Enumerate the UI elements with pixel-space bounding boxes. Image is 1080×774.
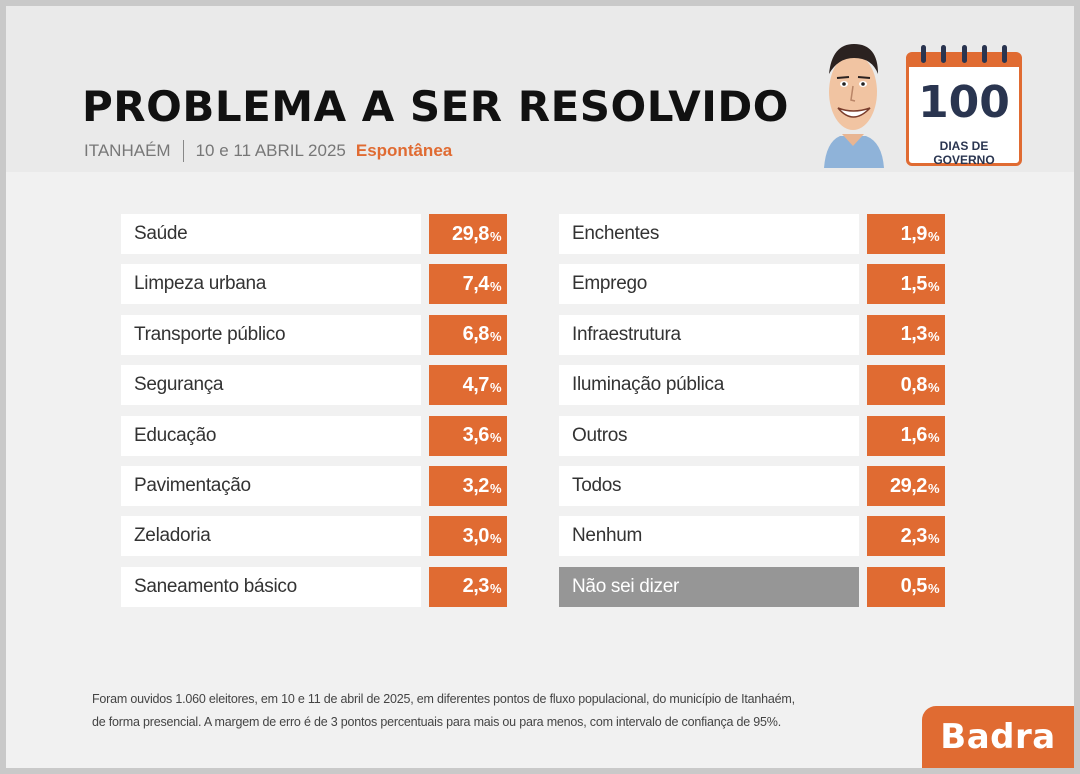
result-row: Zeladoria 3,0% bbox=[121, 516, 507, 557]
result-label: Nenhum bbox=[559, 516, 859, 557]
methodology-note: Foram ouvidos 1.060 eleitores, em 10 e 1… bbox=[92, 688, 892, 734]
result-row: Educação 3,6% bbox=[121, 415, 507, 456]
result-value: 2,3% bbox=[867, 516, 945, 557]
result-row: Transporte público 6,8% bbox=[121, 314, 507, 355]
result-value-unit: % bbox=[927, 379, 940, 395]
result-value: 29,8% bbox=[429, 214, 507, 254]
divider bbox=[182, 140, 184, 162]
result-label: Educação bbox=[121, 415, 421, 456]
result-value-number: 7,4 bbox=[462, 272, 490, 295]
result-value-number: 0,5 bbox=[900, 575, 928, 598]
result-value-unit: % bbox=[489, 329, 502, 345]
calendar-number: 100 bbox=[918, 77, 1010, 128]
brand-logo: Badra bbox=[922, 706, 1074, 768]
result-row: Saneamento básico 2,3% bbox=[121, 566, 507, 607]
result-label: Pavimentação bbox=[121, 466, 421, 506]
result-value-unit: % bbox=[489, 228, 502, 244]
result-value-number: 1,6 bbox=[900, 424, 928, 447]
result-value: 3,2% bbox=[429, 466, 507, 506]
result-row: Nenhum 2,3% bbox=[559, 516, 945, 557]
result-value-unit: % bbox=[489, 430, 502, 446]
result-value-unit: % bbox=[927, 228, 940, 244]
result-label: Infraestrutura bbox=[559, 314, 859, 355]
result-value-unit: % bbox=[489, 581, 502, 597]
result-value: 0,5% bbox=[867, 566, 945, 607]
methodology-line-1: Foram ouvidos 1.060 eleitores, em 10 e 1… bbox=[92, 692, 795, 706]
header: PROBLEMA A SER RESOLVIDO ITANHAÉM 10 e 1… bbox=[6, 6, 1074, 172]
result-value-number: 3,2 bbox=[462, 474, 490, 497]
result-value-unit: % bbox=[489, 278, 502, 294]
result-label: Segurança bbox=[121, 365, 421, 406]
result-row: Infraestrutura 1,3% bbox=[559, 314, 945, 355]
result-value: 4,7% bbox=[429, 365, 507, 406]
result-value-unit: % bbox=[927, 430, 940, 446]
result-value: 3,0% bbox=[429, 516, 507, 557]
calendar-label: DIAS DE GOVERNO bbox=[933, 139, 995, 167]
survey-mode-label: Espontânea bbox=[355, 141, 453, 160]
result-value-number: 0,8 bbox=[900, 373, 928, 396]
result-value-number: 3,0 bbox=[462, 524, 490, 547]
page-title: PROBLEMA A SER RESOLVIDO bbox=[82, 82, 789, 131]
subtitle: ITANHAÉM 10 e 11 ABRIL 2025 Espontânea bbox=[84, 140, 452, 162]
result-value-number: 6,8 bbox=[462, 323, 490, 346]
result-value-unit: % bbox=[489, 480, 502, 496]
result-label: Zeladoria bbox=[121, 516, 421, 557]
result-row: Pavimentação 3,2% bbox=[121, 466, 507, 506]
calendar-rings bbox=[921, 45, 1007, 63]
result-value-number: 2,3 bbox=[900, 524, 928, 547]
result-value-unit: % bbox=[927, 480, 940, 496]
result-value-unit: % bbox=[489, 379, 502, 395]
result-row: Segurança 4,7% bbox=[121, 365, 507, 406]
result-label: Transporte público bbox=[121, 314, 421, 355]
result-row: Todos 29,2% bbox=[559, 466, 945, 506]
result-value: 3,6% bbox=[429, 415, 507, 456]
result-value-number: 1,9 bbox=[900, 222, 928, 245]
result-row: Limpeza urbana 7,4% bbox=[121, 264, 507, 305]
result-value-number: 29,2 bbox=[890, 474, 927, 497]
calendar-badge: 100 DIAS DE GOVERNO bbox=[906, 45, 1022, 167]
methodology-line-2: de forma presencial. A margem de erro é … bbox=[92, 715, 781, 729]
result-row: Emprego 1,5% bbox=[559, 264, 945, 305]
result-label: Não sei dizer bbox=[559, 566, 859, 607]
result-value-unit: % bbox=[927, 329, 940, 345]
result-value: 2,3% bbox=[429, 566, 507, 607]
result-value-number: 2,3 bbox=[462, 575, 490, 598]
result-value-number: 29,8 bbox=[452, 222, 489, 245]
result-value-unit: % bbox=[489, 530, 502, 546]
result-row: Saúde 29,8% bbox=[121, 214, 507, 254]
result-label: Iluminação pública bbox=[559, 365, 859, 406]
result-value-unit: % bbox=[927, 278, 940, 294]
result-label: Saúde bbox=[121, 214, 421, 254]
result-value: 1,5% bbox=[867, 264, 945, 305]
result-label: Saneamento básico bbox=[121, 566, 421, 607]
result-value-number: 3,6 bbox=[462, 424, 490, 447]
result-value-number: 1,5 bbox=[900, 272, 928, 295]
result-value-number: 4,7 bbox=[462, 373, 490, 396]
result-row: Não sei dizer 0,5% bbox=[559, 566, 945, 607]
result-label: Outros bbox=[559, 415, 859, 456]
result-label: Limpeza urbana bbox=[121, 264, 421, 305]
result-value: 0,8% bbox=[867, 365, 945, 406]
result-row: Iluminação pública 0,8% bbox=[559, 365, 945, 406]
caricature-avatar bbox=[824, 44, 884, 168]
result-label: Emprego bbox=[559, 264, 859, 305]
result-value: 29,2% bbox=[867, 466, 945, 506]
result-value-unit: % bbox=[927, 581, 940, 597]
result-row: Enchentes 1,9% bbox=[559, 214, 945, 254]
result-row: Outros 1,6% bbox=[559, 415, 945, 456]
date-label: 10 e 11 ABRIL 2025 bbox=[195, 141, 346, 160]
result-value: 7,4% bbox=[429, 264, 507, 305]
result-value: 6,8% bbox=[429, 314, 507, 355]
result-value: 1,3% bbox=[867, 314, 945, 355]
location-label: ITANHAÉM bbox=[84, 141, 171, 160]
result-label: Todos bbox=[559, 466, 859, 506]
result-label: Enchentes bbox=[559, 214, 859, 254]
result-value-number: 1,3 bbox=[900, 323, 928, 346]
result-value: 1,6% bbox=[867, 415, 945, 456]
result-value: 1,9% bbox=[867, 214, 945, 254]
result-value-unit: % bbox=[927, 530, 940, 546]
